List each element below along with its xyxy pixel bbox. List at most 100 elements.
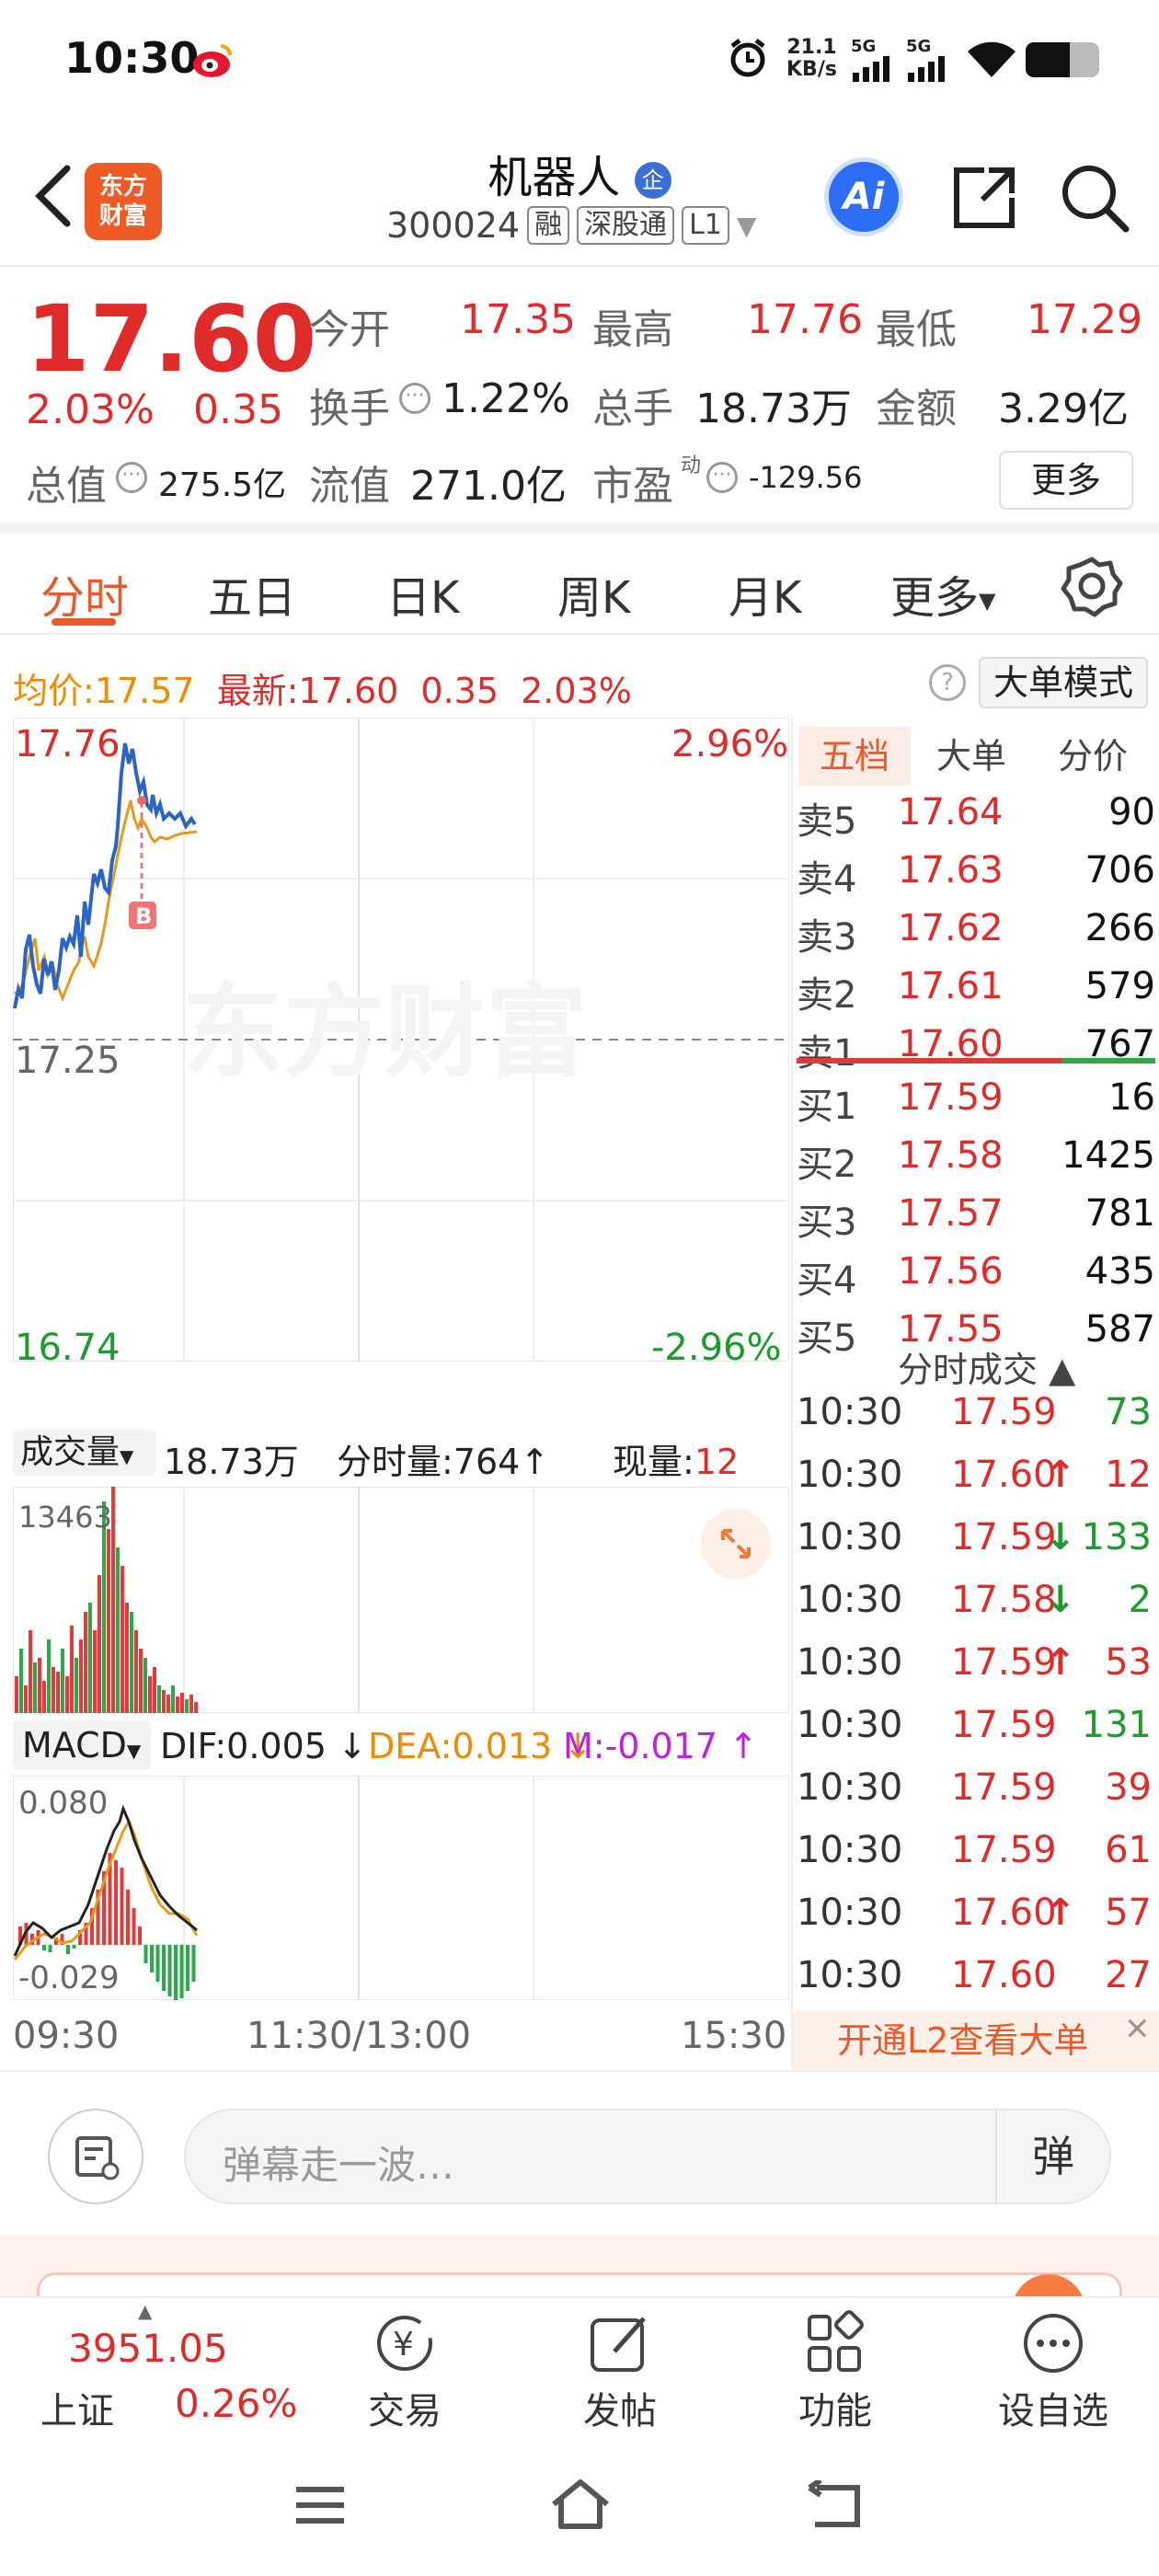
expand-icon[interactable] <box>701 1509 771 1579</box>
volume-bar <box>148 1676 152 1713</box>
orderbook-row[interactable]: 卖3 17.62 266 <box>797 907 1155 959</box>
tab-monthly-k[interactable]: 月K <box>729 572 802 624</box>
level-label: 卖1 <box>797 1032 857 1075</box>
nav-functions[interactable]: 功能 <box>771 2309 900 2434</box>
macd-bar <box>138 1926 142 1945</box>
trade-time: 10:30 <box>797 1829 903 1871</box>
share-icon[interactable] <box>947 161 1021 238</box>
high-label: 最高 <box>592 306 673 353</box>
level-tag: L1 <box>682 206 729 245</box>
large-order-mode-button[interactable]: 大单模式 <box>979 657 1148 708</box>
low-value: 17.29 <box>1027 296 1142 343</box>
time-start: 09:30 <box>13 2015 120 2057</box>
volume-bar <box>88 1603 92 1713</box>
signal-icon-2: 5G <box>906 37 950 86</box>
level-price: 17.55 <box>898 1308 1004 1351</box>
level-price: 17.58 <box>898 1134 1004 1177</box>
time-mid: 11:30/13:00 <box>247 2015 472 2057</box>
orderbook-row[interactable]: 卖1 17.60 767 <box>797 1023 1155 1075</box>
search-icon[interactable] <box>1056 159 1133 240</box>
pe-value: -129.56 <box>749 460 863 495</box>
post-icon <box>591 2317 646 2372</box>
trades-title[interactable]: 分时成交 ▲ <box>898 1350 1076 1390</box>
tab-weekly-k[interactable]: 周K <box>557 572 631 624</box>
l2-promo-banner[interactable]: 开通L2查看大单 <box>793 2011 1159 2070</box>
amount-label: 金额 <box>876 385 957 432</box>
tab-intraday[interactable]: 分时 <box>40 572 130 624</box>
info-icon[interactable]: ··· <box>399 383 430 414</box>
info-icon[interactable]: ··· <box>116 462 147 493</box>
trade-volume: 131 <box>1081 1704 1152 1746</box>
orderbook-divider <box>791 718 793 2070</box>
orderbook-row[interactable]: 买4 17.56 435 <box>797 1250 1155 1302</box>
trade-time: 10:30 <box>797 1892 903 1934</box>
tab-five-day[interactable]: 五日 <box>208 572 297 624</box>
orderbook-row[interactable]: 买1 17.59 16 <box>797 1076 1155 1128</box>
level-volume: 587 <box>1084 1308 1155 1351</box>
volume-bar <box>42 1681 46 1713</box>
macd-bar <box>90 1908 94 1945</box>
trade-icon: ¥ <box>377 2316 432 2371</box>
orderbook-row[interactable]: 买5 17.55 587 <box>797 1308 1155 1360</box>
volume-bar <box>19 1649 23 1713</box>
intraday-chart[interactable]: 东方财富 B <box>13 718 789 1362</box>
return-icon[interactable] <box>806 2478 865 2536</box>
volume-bar <box>70 1626 74 1713</box>
macd-bar <box>174 1945 178 2000</box>
more-button[interactable]: 更多 <box>999 451 1133 510</box>
edit-icon[interactable] <box>48 2109 143 2204</box>
macd-selector[interactable]: MACD▼ <box>13 1720 151 1770</box>
volume-label: 总手 <box>592 385 673 432</box>
macd-bar <box>102 1871 106 1945</box>
volume-bar <box>102 1501 106 1713</box>
alarm-icon <box>727 37 769 83</box>
promo-strip <box>0 2236 1159 2311</box>
trade-arrow: ↑ <box>1045 1641 1076 1684</box>
volume-bar <box>61 1649 64 1713</box>
comment-bar: 弹幕走一波… 弹 <box>0 2070 1159 2236</box>
orderbook-row[interactable]: 买3 17.57 781 <box>797 1192 1155 1244</box>
help-icon[interactable]: ? <box>929 664 966 701</box>
back-button[interactable] <box>26 159 81 233</box>
level-label: 买5 <box>797 1317 857 1360</box>
level-volume: 579 <box>1084 965 1155 1007</box>
tab-more[interactable]: 更多▼ <box>890 572 996 624</box>
nav-post[interactable]: 发帖 <box>556 2309 684 2434</box>
trade-row: 10:30 17.60 ↑ 57 <box>797 1892 1155 1947</box>
orderbook-row[interactable]: 卖5 17.64 90 <box>797 791 1155 843</box>
settings-icon[interactable] <box>1060 554 1124 622</box>
nav-add-watchlist[interactable]: 设自选 <box>984 2309 1122 2434</box>
enterprise-icon: 企 <box>634 162 671 199</box>
macd-bar <box>132 1908 136 1945</box>
info-icon[interactable]: ··· <box>706 462 738 493</box>
home-icon[interactable] <box>548 2477 613 2536</box>
stock-code-row[interactable]: 300024 融 深股通 L1 ▼ <box>386 205 756 246</box>
index-caret-icon: ▲ <box>138 2300 153 2322</box>
tab-five-level[interactable]: 五档 <box>798 727 911 786</box>
danmu-input[interactable]: 弹幕走一波… 弹 <box>184 2109 1111 2204</box>
orderbook-row[interactable]: 卖4 17.63 706 <box>797 849 1155 901</box>
tab-large-order[interactable]: 大单 <box>936 736 1007 776</box>
level-price: 17.64 <box>898 791 1004 834</box>
tab-price-dist[interactable]: 分价 <box>1058 736 1129 776</box>
danmu-toggle[interactable]: 弹 <box>995 2110 1109 2202</box>
orderbook-row[interactable]: 买2 17.58 1425 <box>797 1134 1155 1186</box>
orderbook: 卖5 17.64 90 卖4 17.63 706 卖3 17.62 266 卖2 17.61 579 卖… <box>0 635 1159 2070</box>
trade-time: 10:30 <box>797 1579 903 1621</box>
macd-chart <box>13 1776 789 2000</box>
menu-icon[interactable] <box>293 2482 348 2532</box>
volume-bar <box>120 1566 124 1713</box>
trade-price: 17.60 <box>951 1454 1057 1496</box>
volume-selector[interactable]: 成交量▼ <box>13 1430 156 1476</box>
index-value[interactable]: 3951.05 <box>68 2326 228 2371</box>
trade-row: 10:30 17.59 73 <box>797 1391 1155 1446</box>
tab-daily-k[interactable]: 日K <box>386 572 460 624</box>
apps-icon <box>808 2310 864 2372</box>
ai-button[interactable]: Ai <box>824 157 903 236</box>
macd-bar <box>114 1860 118 1945</box>
nav-trade[interactable]: ¥ 交易 <box>340 2309 469 2434</box>
margin-tag: 融 <box>527 206 570 245</box>
orderbook-row[interactable]: 卖2 17.61 579 <box>797 965 1155 1017</box>
volume-bar <box>84 1612 87 1713</box>
close-icon[interactable]: ✕ <box>1124 2011 1151 2048</box>
